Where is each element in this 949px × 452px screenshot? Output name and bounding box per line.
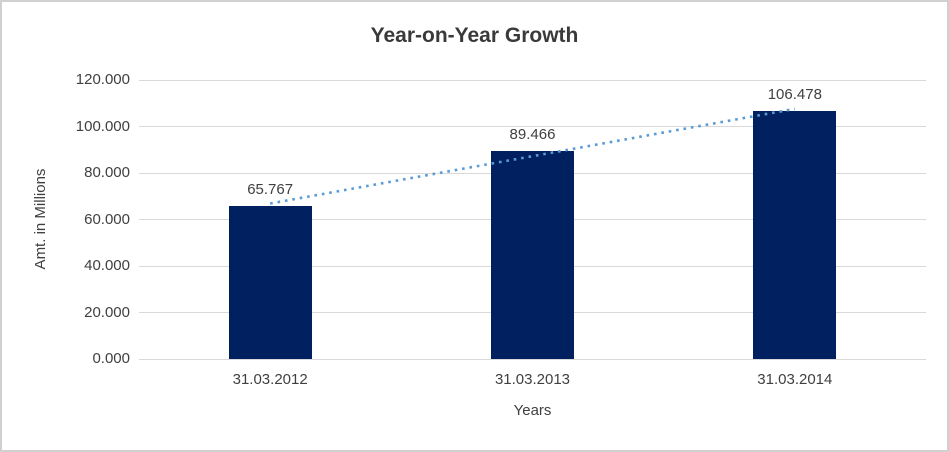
y-tick-label: 120.000 — [75, 71, 130, 88]
x-axis-title: Years — [513, 402, 552, 419]
gridline — [139, 79, 926, 81]
y-tick-label: 40.000 — [84, 257, 130, 274]
bar — [491, 150, 574, 359]
chart-title: Year-on-Year Growth — [370, 24, 579, 47]
x-tick-label: 31.03.2014 — [757, 371, 833, 388]
y-tick-label: 60.000 — [84, 210, 130, 228]
gridline — [139, 358, 926, 360]
bar — [228, 206, 312, 359]
bar — [753, 111, 837, 359]
bar-value-label: 106.478 — [767, 86, 822, 104]
y-tick-label: 80.000 — [84, 164, 130, 181]
bar-value-label: 89.466 — [509, 125, 556, 143]
y-tick-label: 20.000 — [84, 303, 130, 321]
bar-value-label: 65.767 — [247, 181, 294, 199]
x-tick-label: 31.03.2013 — [494, 371, 571, 388]
y-tick-label: 0.000 — [92, 350, 130, 367]
x-tick-label: 31.03.2012 — [232, 371, 308, 388]
y-tick-label: 100.000 — [75, 117, 130, 135]
